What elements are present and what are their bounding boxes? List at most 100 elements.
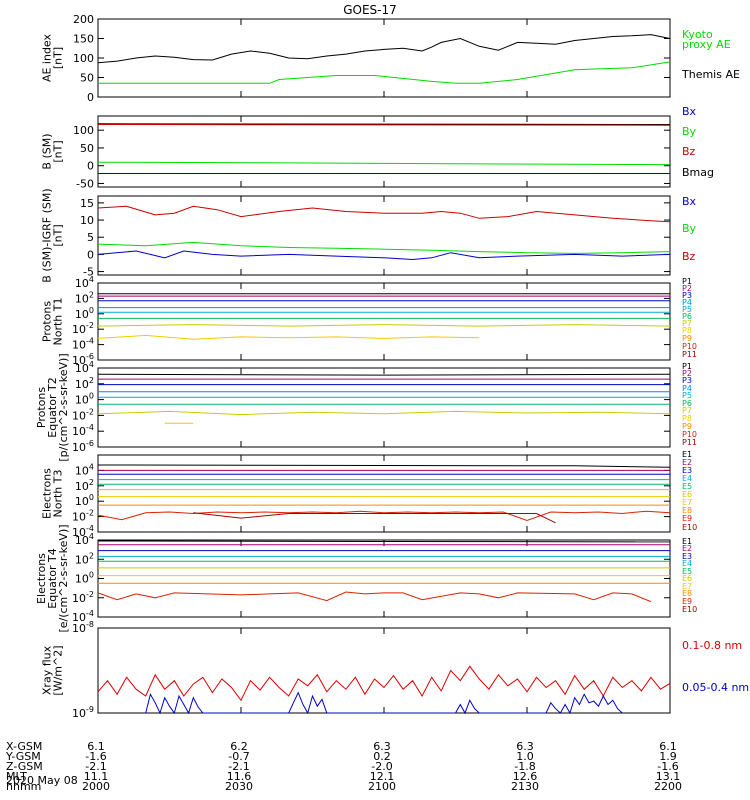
y-tick-label: 10-4 — [72, 337, 94, 352]
axis-row-value: -0.7 — [228, 750, 249, 763]
y-tick-label: 100 — [73, 52, 94, 65]
series-line — [97, 510, 671, 522]
axis-row-value: -2.1 — [85, 760, 106, 773]
series-line — [97, 161, 671, 166]
y-tick-label: 10-2 — [72, 590, 94, 605]
y-axis-label: Protons — [35, 387, 48, 428]
y-tick-label: 10-9 — [72, 705, 94, 720]
panel-frame — [97, 195, 671, 276]
legend-entry: P11 — [682, 438, 697, 447]
y-tick-label: 150 — [73, 33, 94, 46]
legend-entry: P7 — [682, 319, 692, 328]
series-line — [97, 324, 671, 327]
y-tick-label: 104 — [75, 360, 94, 375]
axis-row-label: hhmm — [6, 780, 41, 793]
y-tick-label: 100 — [75, 571, 94, 586]
series-line — [97, 665, 671, 702]
legend-entry: P6 — [682, 399, 692, 408]
y-tick-label: 10-2 — [72, 321, 94, 336]
legend-entry: E8 — [682, 506, 692, 515]
legend-entry: P8 — [682, 414, 692, 423]
legend-entry: E4 — [682, 559, 692, 568]
y-tick-label: 0 — [87, 248, 94, 261]
legend-entry: 0.1-0.8 nm — [682, 639, 742, 652]
y-axis-label: [W/m^2] — [52, 645, 65, 695]
legend-entry: P5 — [682, 305, 692, 314]
series-line — [97, 205, 671, 223]
axis-row-value: 2100 — [368, 780, 396, 793]
y-tick-label: 10-2 — [72, 509, 94, 524]
legend-entry: By — [682, 222, 697, 235]
axis-row-label: Y-GSM — [5, 750, 41, 763]
legend-entry: Bz — [682, 250, 696, 263]
legend-entry: E4 — [682, 474, 692, 483]
figure-title: GOES-17 — [343, 3, 397, 17]
legend-entry: P10 — [682, 430, 697, 439]
legend-entry: proxy AE — [682, 38, 731, 51]
y-tick-label: 100 — [73, 124, 94, 137]
series-line — [97, 124, 671, 126]
y-axis-label: North T1 — [52, 298, 65, 346]
axis-row-label: MLT — [6, 770, 27, 783]
legend-entry: P2 — [682, 369, 692, 378]
y-tick-label: -5 — [83, 266, 94, 279]
y-tick-label: 0 — [87, 91, 94, 104]
axis-row-value: 1.9 — [659, 750, 677, 763]
axis-row-value: 13.1 — [656, 770, 681, 783]
legend-entry: Bz — [682, 145, 696, 158]
series-line — [97, 123, 671, 125]
series-line — [145, 691, 623, 715]
axis-row-value: 2030 — [225, 780, 253, 793]
series-line — [97, 464, 671, 468]
legend-entry: P1 — [682, 362, 692, 371]
legend-entry: P8 — [682, 326, 692, 335]
series-line — [97, 334, 480, 340]
legend-entry: P3 — [682, 376, 692, 385]
y-tick-label: 102 — [75, 551, 94, 566]
legend-entry: P10 — [682, 342, 697, 351]
legend-entry: E9 — [682, 597, 692, 606]
legend-entry: E6 — [682, 490, 692, 499]
panel-frame — [97, 627, 671, 714]
panel-2: -50 0 50 100 B (SM)[nT] Bx By Bz Bmag — [41, 105, 715, 190]
legend-entry: E5 — [682, 567, 692, 576]
y-tick-label: 15 — [80, 197, 94, 210]
legend-entry: P6 — [682, 312, 692, 321]
y-tick-label: 102 — [75, 478, 94, 493]
y-tick-label: 200 — [73, 13, 94, 26]
axis-row-label: Z-GSM — [6, 760, 43, 773]
axis-row-value: 1.0 — [516, 750, 534, 763]
axis-row-value: 6.1 — [87, 740, 105, 753]
date-label: 2020 May 08 — [6, 774, 78, 787]
axis-row-value: -1.8 — [514, 760, 535, 773]
y-tick-label: 104 — [75, 532, 94, 547]
y-axis-label: North T3 — [52, 470, 65, 518]
y-axis-label: Electrons — [41, 468, 54, 519]
y-tick-label: 104 — [75, 462, 94, 477]
axis-row-value: -1.6 — [657, 760, 678, 773]
y-axis-label: Electrons — [35, 553, 48, 604]
series-line — [97, 540, 671, 543]
legend-entry: P3 — [682, 291, 692, 300]
legend-entry: P4 — [682, 298, 692, 307]
legend-entry: Bx — [682, 105, 697, 118]
y-tick-label: 100 — [75, 306, 94, 321]
legend-entry: E3 — [682, 466, 692, 475]
y-axis-label: AE index — [41, 33, 54, 82]
legend-entry: Themis AE — [681, 68, 740, 81]
axis-row-value: 0.2 — [373, 750, 391, 763]
axis-row-value: 11.1 — [84, 770, 109, 783]
legend-entry: P5 — [682, 391, 692, 400]
y-tick-label: 10 — [80, 214, 94, 227]
series-line — [97, 250, 671, 261]
y-tick-label: 102 — [75, 290, 94, 305]
legend-entry: P11 — [682, 350, 697, 359]
y-tick-label: 5 — [87, 231, 94, 244]
y-tick-label: 10-8 — [72, 620, 94, 635]
y-axis-label: [nT] — [52, 224, 65, 246]
y-axis-label: B (SM)-IGRF (SM) — [41, 188, 54, 282]
